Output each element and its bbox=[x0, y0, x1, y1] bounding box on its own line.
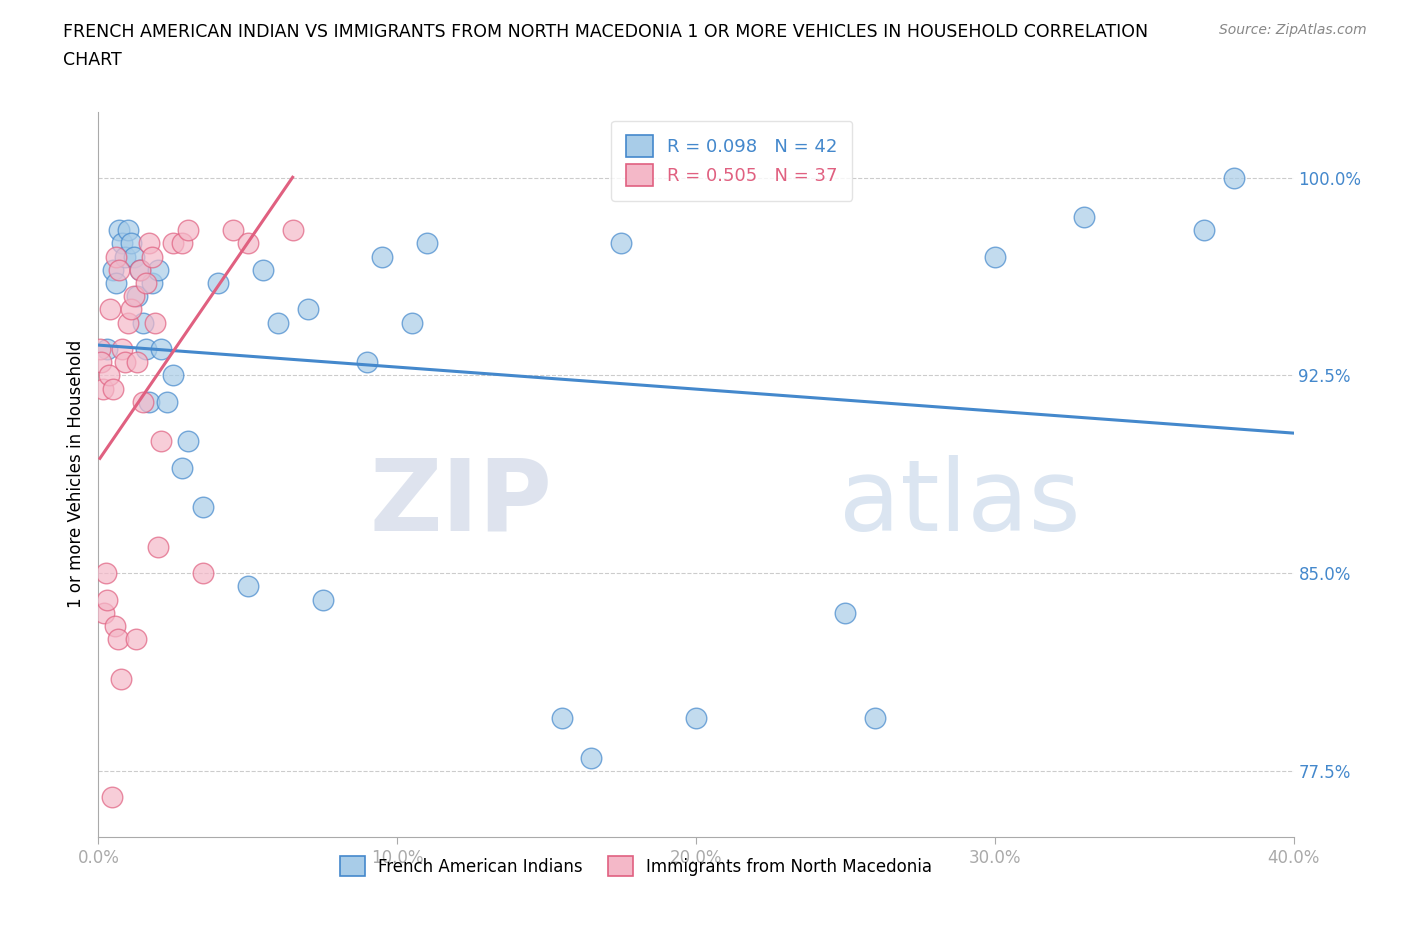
Point bbox=[138, 236, 160, 251]
Point bbox=[1073, 209, 1095, 224]
Point bbox=[610, 236, 633, 251]
Point bbox=[135, 275, 157, 290]
Point bbox=[107, 631, 129, 646]
Point bbox=[177, 434, 200, 449]
Point bbox=[135, 341, 157, 356]
Point bbox=[177, 223, 200, 238]
Point bbox=[120, 236, 142, 251]
Point bbox=[1192, 223, 1215, 238]
Point bbox=[550, 711, 572, 725]
Point bbox=[108, 262, 131, 277]
Point bbox=[104, 618, 127, 633]
Point bbox=[114, 249, 136, 264]
Point bbox=[91, 381, 114, 396]
Point bbox=[834, 605, 856, 620]
Point bbox=[90, 354, 112, 369]
Point bbox=[156, 394, 179, 409]
Point bbox=[125, 631, 148, 646]
Point bbox=[984, 249, 1007, 264]
Point bbox=[138, 394, 160, 409]
Text: CHART: CHART bbox=[63, 51, 122, 69]
Point bbox=[143, 315, 166, 330]
Point bbox=[281, 223, 304, 238]
Point bbox=[98, 302, 122, 317]
Point bbox=[110, 671, 132, 686]
Point bbox=[252, 262, 274, 277]
Point bbox=[120, 302, 142, 317]
Point bbox=[141, 249, 163, 264]
Point bbox=[127, 354, 149, 369]
Point bbox=[236, 579, 259, 594]
Point bbox=[416, 236, 439, 251]
Point bbox=[150, 341, 173, 356]
Point bbox=[103, 262, 125, 277]
Point bbox=[581, 751, 603, 765]
Point bbox=[191, 499, 214, 514]
Point bbox=[108, 223, 131, 238]
Point bbox=[207, 275, 229, 290]
Point bbox=[1223, 170, 1246, 185]
Text: ZIP: ZIP bbox=[370, 455, 553, 551]
Point bbox=[93, 605, 115, 620]
Point bbox=[371, 249, 394, 264]
Point bbox=[129, 262, 152, 277]
Point bbox=[172, 460, 194, 475]
Point bbox=[105, 249, 128, 264]
Point bbox=[222, 223, 245, 238]
Point bbox=[132, 394, 155, 409]
Point bbox=[117, 315, 139, 330]
Point bbox=[236, 236, 259, 251]
Point bbox=[127, 289, 149, 304]
Point bbox=[111, 236, 134, 251]
Point bbox=[96, 592, 118, 607]
Point bbox=[97, 368, 120, 383]
Point bbox=[124, 289, 146, 304]
Point bbox=[94, 565, 117, 580]
Text: Source: ZipAtlas.com: Source: ZipAtlas.com bbox=[1219, 23, 1367, 37]
Point bbox=[141, 275, 163, 290]
Point bbox=[311, 592, 333, 607]
Point bbox=[150, 434, 173, 449]
Point bbox=[132, 315, 155, 330]
Point bbox=[105, 275, 128, 290]
Point bbox=[162, 236, 184, 251]
Point bbox=[111, 341, 134, 356]
Point bbox=[172, 236, 194, 251]
Point bbox=[96, 341, 118, 356]
Point bbox=[865, 711, 887, 725]
Point bbox=[114, 354, 136, 369]
Text: FRENCH AMERICAN INDIAN VS IMMIGRANTS FROM NORTH MACEDONIA 1 OR MORE VEHICLES IN : FRENCH AMERICAN INDIAN VS IMMIGRANTS FRO… bbox=[63, 23, 1149, 41]
Point bbox=[401, 315, 423, 330]
Point bbox=[148, 539, 170, 554]
Point bbox=[191, 565, 214, 580]
Point bbox=[101, 790, 124, 804]
Point bbox=[103, 381, 125, 396]
Legend: French American Indians, Immigrants from North Macedonia: French American Indians, Immigrants from… bbox=[333, 849, 939, 884]
Point bbox=[129, 262, 152, 277]
Y-axis label: 1 or more Vehicles in Household: 1 or more Vehicles in Household bbox=[66, 340, 84, 608]
Point bbox=[267, 315, 290, 330]
Point bbox=[117, 223, 139, 238]
Point bbox=[162, 368, 184, 383]
Point bbox=[685, 711, 707, 725]
Point bbox=[356, 354, 378, 369]
Text: atlas: atlas bbox=[839, 455, 1081, 551]
Point bbox=[124, 249, 146, 264]
Point bbox=[89, 341, 111, 356]
Point bbox=[148, 262, 170, 277]
Point bbox=[297, 302, 319, 317]
